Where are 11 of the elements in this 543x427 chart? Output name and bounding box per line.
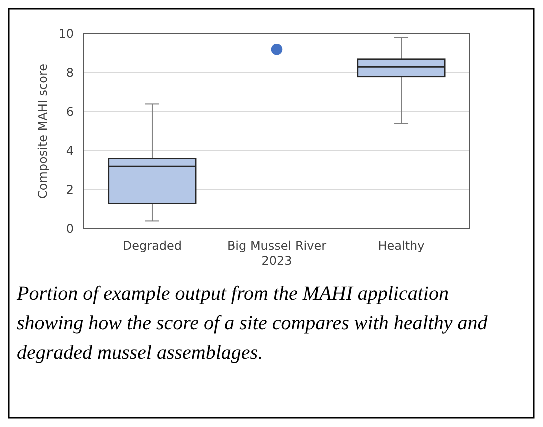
y-tick-label: 6 <box>66 105 74 120</box>
y-tick-label: 2 <box>66 183 74 198</box>
y-tick-label: 10 <box>58 27 74 42</box>
text: Portion of example output from the MAHI application showing how the score of a site compares with healthy and degraded mussel assemblages. <box>16 283 489 364</box>
y-tick-label: 4 <box>66 144 74 158</box>
y-axis-title: Composite MAHI score <box>36 64 50 200</box>
y-tick-label: 8 <box>66 66 74 80</box>
x-tick-label: Degraded <box>122 239 182 253</box>
y-tick-label: 0 <box>66 222 74 236</box>
x-tick-label: Big Mussel River 2023 <box>227 239 327 268</box>
x-tick-label: Healthy <box>378 239 425 253</box>
